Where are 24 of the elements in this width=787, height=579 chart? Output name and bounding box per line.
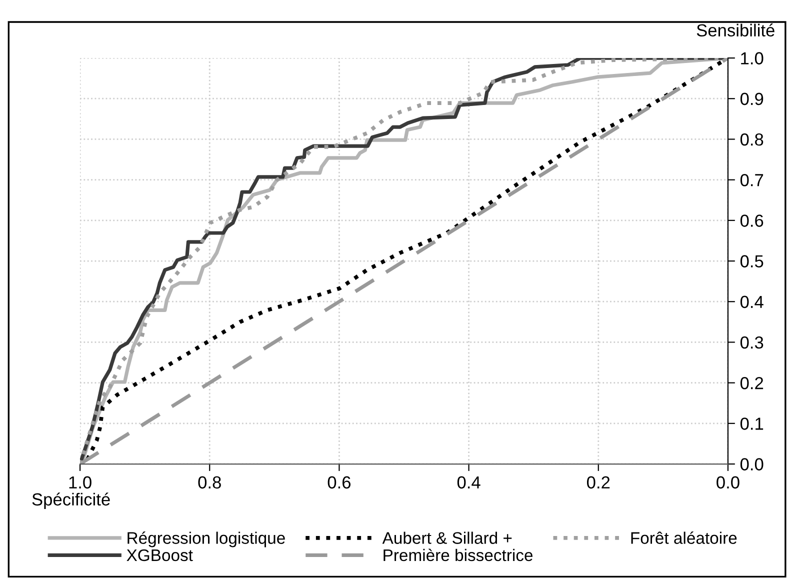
y-tick-label: 0.8 (740, 133, 764, 146)
y-tick-label: 1.0 (741, 52, 764, 64)
y-tick-label: 0.3 (740, 336, 764, 349)
legend-label: XGBoost (126, 549, 193, 562)
legend-label: Forêt aléatoire (631, 532, 737, 544)
y-tick-label: 0.2 (740, 376, 764, 390)
x-axis-title: Spécificité (32, 492, 110, 510)
y-tick-label: 0.0 (740, 458, 764, 470)
y-tick-label: 0.7 (740, 174, 764, 186)
y-tick-label: 0.5 (740, 255, 764, 268)
legend-label: Première bissectrice (384, 548, 533, 562)
y-axis-title: Sensibilité (696, 24, 774, 37)
x-tick-label: 0.2 (587, 476, 610, 489)
y-tick-label: 0.6 (740, 214, 764, 227)
x-tick-label: 0.0 (716, 476, 740, 489)
x-tick-label: 0.4 (457, 476, 480, 489)
legend-label: Régression logistique (128, 532, 285, 548)
y-tick-label: 0.4 (740, 296, 764, 308)
y-tick-label: 0.1 (740, 418, 764, 430)
y-tick-label: 0.9 (740, 92, 764, 106)
x-tick-label: 0.6 (328, 476, 351, 489)
x-tick-label: 1.0 (69, 476, 92, 489)
x-tick-label: 0.8 (198, 476, 221, 489)
legend-label: Aubert & Sillard + (382, 532, 512, 544)
